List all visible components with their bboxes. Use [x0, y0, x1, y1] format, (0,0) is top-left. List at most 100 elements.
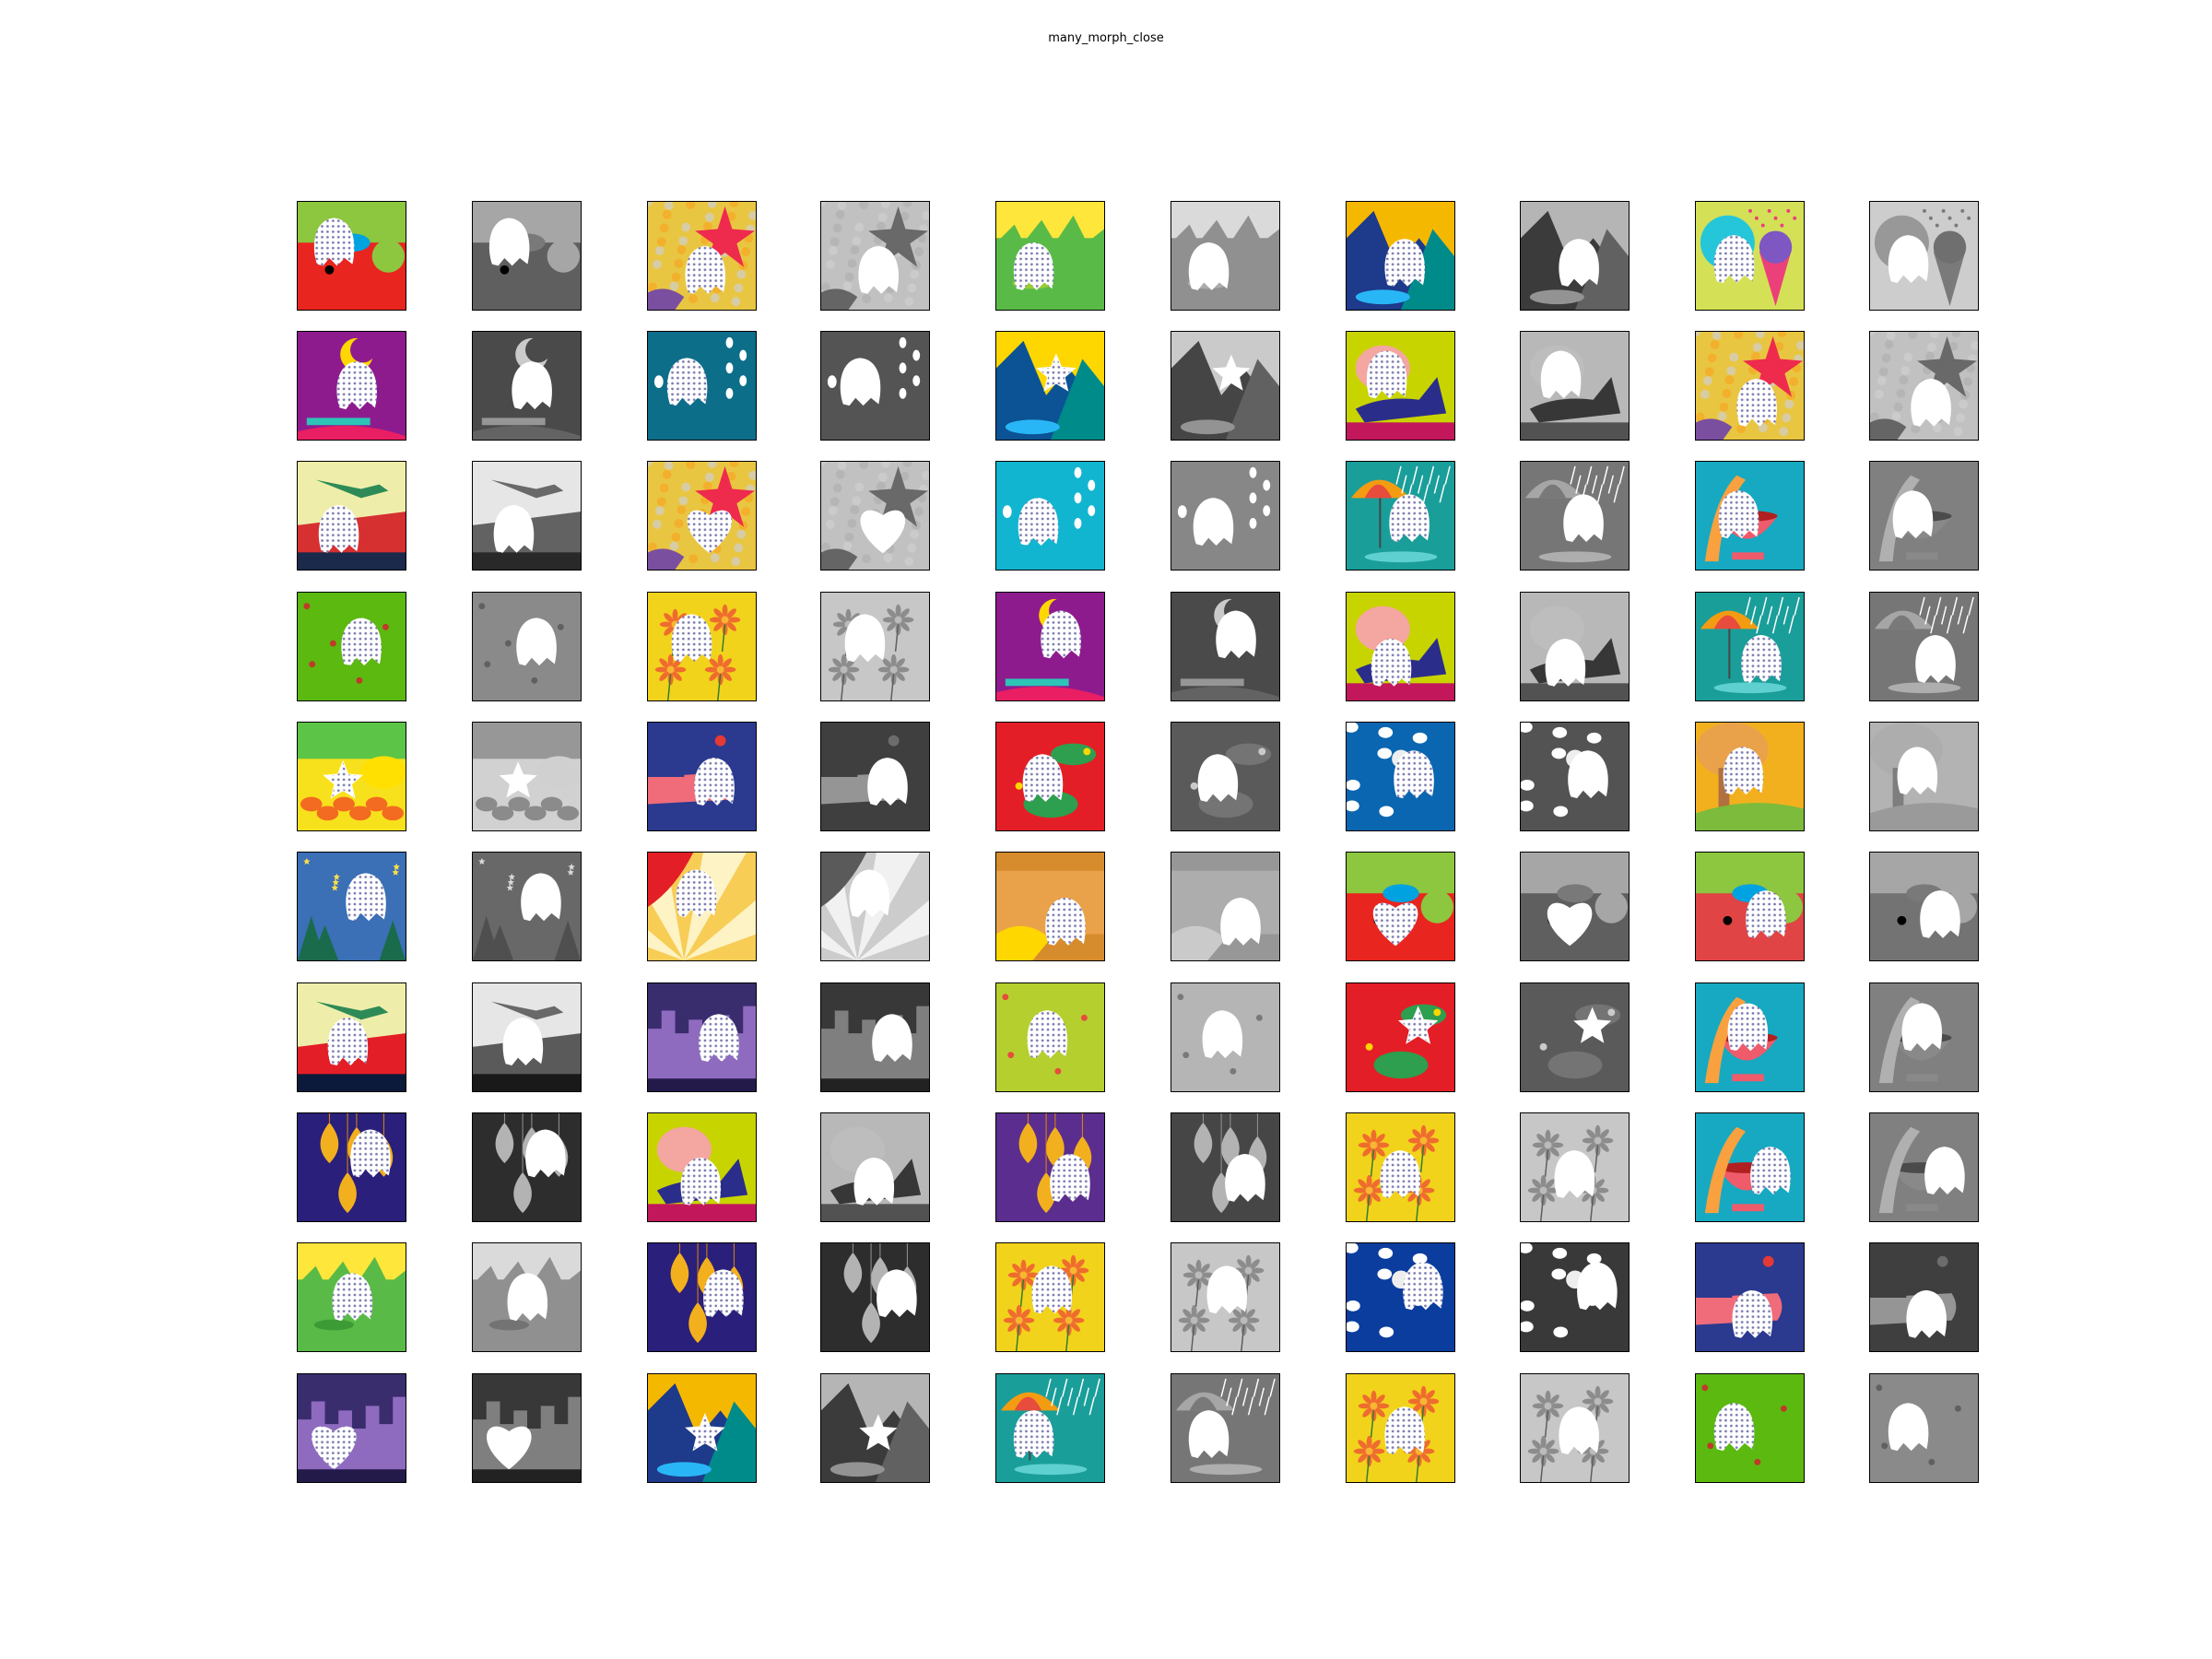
color-image-tile [995, 1242, 1105, 1352]
grayscale-mask-tile [1520, 1242, 1630, 1352]
grayscale-mask-tile [1869, 1242, 1979, 1352]
foreground-shape [1197, 754, 1239, 803]
grayscale-mask-tile [1171, 1242, 1280, 1352]
tile-graphic [996, 853, 1104, 960]
tile-graphic [821, 1243, 929, 1351]
foreground-shape [1568, 750, 1608, 799]
tile-graphic [1696, 202, 1804, 310]
foreground-shape [1713, 235, 1755, 283]
tile-graphic [298, 983, 406, 1091]
grayscale-mask-tile [1869, 331, 1979, 441]
foreground-shape [1713, 1403, 1755, 1452]
color-image-tile [1695, 331, 1805, 441]
tile-graphic [1171, 593, 1279, 700]
foreground-shape [687, 510, 733, 554]
color-image-tile [1346, 461, 1455, 571]
tile-graphic [996, 1243, 1104, 1351]
tile-graphic [1521, 462, 1629, 570]
tile-graphic [1171, 1113, 1279, 1221]
foreground-shape [853, 1157, 895, 1206]
tile-graphic [298, 1374, 406, 1482]
grayscale-mask-tile [1869, 852, 1979, 961]
grayscale-mask-tile [1171, 722, 1280, 831]
foreground-shape [1732, 1289, 1773, 1338]
foreground-shape [1924, 1147, 1965, 1194]
foreground-shape [1718, 490, 1759, 539]
grayscale-mask-tile [1520, 592, 1630, 701]
color-image-tile [1346, 982, 1455, 1092]
grayscale-mask-tile [1171, 852, 1280, 961]
foreground-shape [1746, 890, 1786, 938]
foreground-shape [1371, 638, 1412, 687]
grayscale-mask-tile [1869, 461, 1979, 571]
foreground-shape [703, 1269, 744, 1318]
color-image-tile [297, 331, 406, 441]
grayscale-mask-tile [820, 461, 930, 571]
foreground-shape [1380, 1150, 1421, 1198]
grayscale-mask-tile [1171, 592, 1280, 701]
grayscale-mask-tile [1171, 982, 1280, 1092]
color-image-tile [647, 1242, 757, 1352]
grayscale-mask-tile [472, 461, 582, 571]
foreground-shape [1723, 747, 1764, 795]
tile-graphic [1171, 723, 1279, 830]
foreground-shape [346, 873, 386, 922]
foreground-shape [1888, 235, 1929, 283]
grayscale-mask-tile [472, 1373, 582, 1483]
color-image-tile [995, 461, 1105, 571]
color-image-tile [297, 1242, 406, 1352]
color-image-tile [1346, 1112, 1455, 1222]
foreground-shape [1027, 1010, 1068, 1059]
tile-graphic [1171, 332, 1279, 440]
tile-graphic [1521, 723, 1629, 830]
grayscale-mask-tile [472, 982, 582, 1092]
tile-graphic [1171, 983, 1279, 1091]
foreground-shape [1736, 378, 1777, 427]
foreground-shape [1554, 1150, 1595, 1198]
tile-graphic [1347, 853, 1454, 960]
foreground-shape [1389, 494, 1430, 543]
grayscale-mask-tile [472, 722, 582, 831]
tile-graphic [473, 593, 581, 700]
foreground-shape [1193, 498, 1234, 546]
color-image-tile [297, 1373, 406, 1483]
color-image-tile [647, 201, 757, 311]
tile-graphic [1347, 1374, 1454, 1482]
foreground-shape [487, 1426, 532, 1470]
grayscale-mask-tile [472, 592, 582, 701]
grayscale-mask-tile [1520, 982, 1630, 1092]
tile-graphic [996, 1374, 1104, 1482]
tile-graphic [1347, 1243, 1454, 1351]
grayscale-mask-tile [472, 852, 582, 961]
foreground-shape [1225, 1154, 1265, 1202]
grayscale-mask-tile [1171, 1112, 1280, 1222]
foreground-shape [867, 758, 908, 806]
color-image-tile [1346, 852, 1455, 961]
grayscale-mask-tile [820, 722, 930, 831]
tile-graphic [1870, 1243, 1978, 1351]
color-image-tile [995, 592, 1105, 701]
grayscale-mask-tile [1171, 1373, 1280, 1483]
foreground-shape [1022, 754, 1064, 803]
color-image-tile [1346, 331, 1455, 441]
foreground-shape [350, 1129, 391, 1178]
grayscale-mask-tile [1869, 201, 1979, 311]
foreground-shape [694, 758, 735, 806]
tile-graphic [648, 853, 756, 960]
grayscale-mask-tile [1520, 852, 1630, 961]
color-image-tile [647, 461, 757, 571]
color-image-tile [1695, 722, 1805, 831]
color-image-tile [995, 722, 1105, 831]
tile-graphic [1347, 462, 1454, 570]
grayscale-mask-tile [820, 201, 930, 311]
foreground-shape [1920, 890, 1960, 938]
color-image-tile [995, 201, 1105, 311]
foreground-shape [1220, 897, 1261, 946]
foreground-shape [1212, 354, 1251, 391]
foreground-shape [318, 504, 359, 553]
tile-graphic [648, 723, 756, 830]
foreground-shape [525, 1129, 566, 1178]
foreground-shape [512, 361, 553, 410]
foreground-shape [1013, 1410, 1054, 1458]
color-image-tile [995, 1112, 1105, 1222]
